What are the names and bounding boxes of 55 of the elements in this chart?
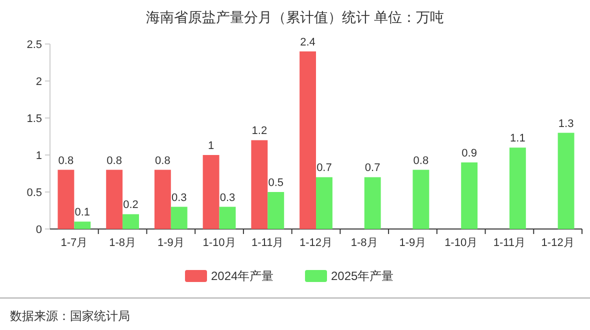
- x-tick-label: 1-11月: [493, 237, 526, 249]
- bar: [106, 170, 123, 229]
- data-label: 0.7: [364, 162, 380, 174]
- data-label: 0.3: [171, 192, 187, 204]
- data-label: 0.8: [106, 154, 122, 167]
- legend-label: 2025年产量: [331, 269, 394, 283]
- bar: [412, 170, 430, 229]
- data-label: 1: [208, 140, 214, 152]
- y-tick-label: 2.5: [26, 39, 42, 51]
- data-label: 0.8: [155, 154, 170, 167]
- x-tick-label: 1-12月: [299, 237, 333, 249]
- bar: [219, 206, 236, 229]
- x-tick-label: 1-9月: [399, 237, 426, 249]
- y-tick-label: 1.5: [26, 113, 42, 125]
- chart-title: 海南省原盐产量分月（累计值）统计 单位：万吨: [146, 9, 444, 25]
- data-label: 0.8: [413, 154, 429, 167]
- x-tick-label: 1-10月: [202, 237, 236, 249]
- data-label: 0.2: [123, 199, 138, 212]
- x-tick-label: 1-8月: [109, 237, 136, 249]
- bar: [122, 214, 139, 229]
- bar: [170, 206, 188, 229]
- x-tick-label: 1-12月: [541, 237, 574, 249]
- bar: [251, 140, 268, 229]
- bar: [202, 155, 220, 229]
- y-tick-label: 1: [36, 150, 42, 162]
- bar: [268, 192, 284, 229]
- source-note: 数据来源：国家统计局: [10, 309, 130, 323]
- data-label: 0.3: [220, 192, 236, 204]
- x-tick-label: 1-7月: [60, 237, 88, 249]
- bar: [74, 222, 91, 229]
- x-tick-label: 1-8月: [350, 237, 378, 249]
- x-tick-label: 1-10月: [444, 237, 478, 249]
- y-tick-label: 2: [36, 76, 42, 88]
- bar: [154, 170, 171, 229]
- bar: [364, 177, 381, 229]
- y-tick-label: 0: [36, 224, 42, 236]
- x-tick-label: 1-11月: [252, 237, 284, 249]
- bar: [461, 162, 478, 229]
- legend-label: 2024年产量: [211, 269, 274, 283]
- x-tick-label: 1-9月: [157, 237, 184, 249]
- data-label: 2.4: [300, 36, 316, 48]
- y-tick-label: 0.5: [26, 187, 42, 199]
- bar: [300, 51, 316, 229]
- data-label: 0.8: [58, 154, 74, 167]
- bar: [316, 177, 332, 229]
- data-label: 0.1: [74, 206, 90, 219]
- data-label: 1.1: [510, 132, 526, 145]
- bar: [558, 132, 574, 229]
- data-label: 0.9: [462, 147, 477, 160]
- bar: [58, 170, 74, 229]
- data-label: 1.3: [558, 118, 574, 130]
- data-label: 0.5: [268, 177, 284, 189]
- data-label: 0.7: [316, 162, 332, 174]
- bar: [509, 148, 526, 229]
- data-label: 1.2: [252, 125, 268, 138]
